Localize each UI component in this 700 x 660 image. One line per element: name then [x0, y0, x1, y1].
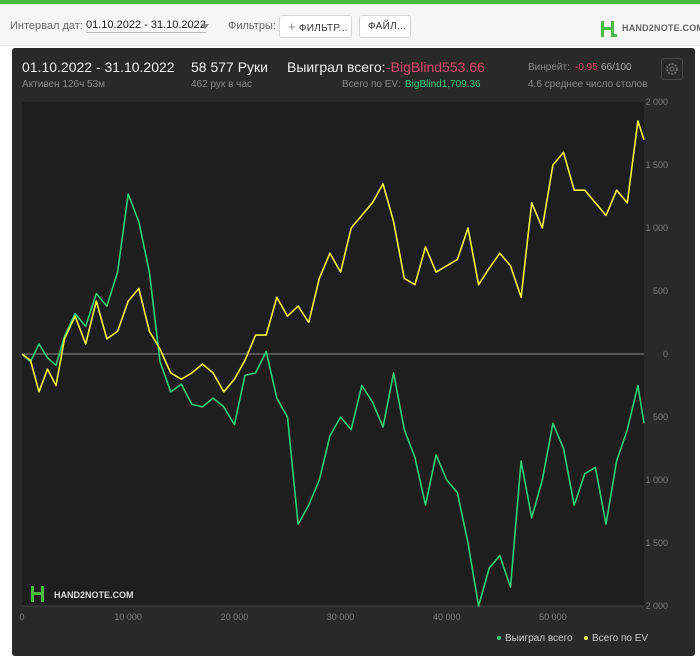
h-logo-icon: [31, 586, 44, 602]
hands-per-hour: 462 рук в час: [191, 79, 252, 90]
legend-item-ev[interactable]: Всего по EV: [584, 633, 648, 644]
y-tick-label: 0: [663, 349, 668, 359]
won-value: -BigBlind553.66: [386, 59, 485, 75]
plus-icon: +: [288, 19, 296, 34]
file-button[interactable]: ФАЙЛ...: [359, 15, 411, 38]
period-value: 01.10.2022 - 31.10.2022: [22, 59, 175, 75]
x-tick-label: 20 000: [221, 612, 249, 622]
series-line-won: [21, 193, 645, 607]
x-tick-label: 50 000: [539, 612, 567, 622]
active-time: Активен 126ч 53м: [22, 79, 106, 90]
chevron-down-icon[interactable]: [201, 24, 209, 29]
settings-button[interactable]: [661, 58, 683, 80]
date-interval-label: Интервал дат:: [10, 20, 83, 32]
legend-dot-won: [497, 636, 501, 641]
hands-count: 58 577 Руки: [191, 59, 268, 75]
date-range-select[interactable]: 01.10.2022 - 31.10.2022: [86, 19, 206, 33]
h-logo-icon: [601, 21, 617, 37]
x-tick-label: 40 000: [433, 612, 461, 622]
y-tick-label: 500: [653, 412, 668, 422]
y-tick-label: 1 000: [645, 475, 668, 485]
y-tick-label: 500: [653, 286, 668, 296]
y-tick-label: 1 500: [645, 160, 668, 170]
winrate-label: Винрейт:: [528, 62, 570, 73]
filters-label: Фильтры:: [228, 20, 276, 32]
y-tick-label: 1 500: [645, 538, 668, 548]
y-tick-label: 1 000: [645, 223, 668, 233]
filter-bar: Интервал дат: 01.10.2022 - 31.10.2022 Фи…: [0, 4, 700, 46]
file-button-label: ФАЙЛ...: [368, 21, 407, 32]
legend-item-won[interactable]: Выиграл всего: [497, 633, 573, 644]
logo-text: HAND2NOTE.COM: [622, 23, 700, 33]
profit-chart: 2 000 1 500 1 000 500 0 500 1 000 1 500 2 000 0 10…: [19, 97, 668, 622]
avg-tables: 4.6 среднее число столов: [528, 79, 648, 90]
graph-panel: 01.10.2022 - 31.10.2022 Активен 126ч 53м…: [12, 48, 695, 656]
top-accent-bar: [0, 0, 700, 4]
add-filter-button[interactable]: + ФИЛЬТР...: [279, 15, 352, 38]
watermark-text: HAND2NOTE.COM: [54, 590, 134, 600]
series-line-ev: [21, 120, 645, 393]
winrate-suffix: 66/100: [601, 62, 632, 73]
legend-label-ev: Всего по EV: [592, 633, 649, 644]
legend-label-won: Выиграл всего: [505, 633, 573, 644]
y-tick-label: 2 000: [645, 97, 668, 107]
ev-label: Всего по EV:: [342, 79, 401, 90]
winrate-value: -0.95: [575, 62, 598, 73]
x-tick-label: 30 000: [327, 612, 355, 622]
x-tick-label: 0: [19, 612, 24, 622]
add-filter-label: ФИЛЬТР...: [298, 23, 348, 34]
x-tick-label: 10 000: [114, 612, 142, 622]
gear-icon: [666, 63, 678, 75]
ev-value: BigBlind1,709.36: [405, 79, 481, 90]
y-tick-label: 2 000: [645, 601, 668, 611]
won-label: Выиграл всего:: [287, 59, 386, 75]
legend-dot-ev: [584, 636, 588, 641]
